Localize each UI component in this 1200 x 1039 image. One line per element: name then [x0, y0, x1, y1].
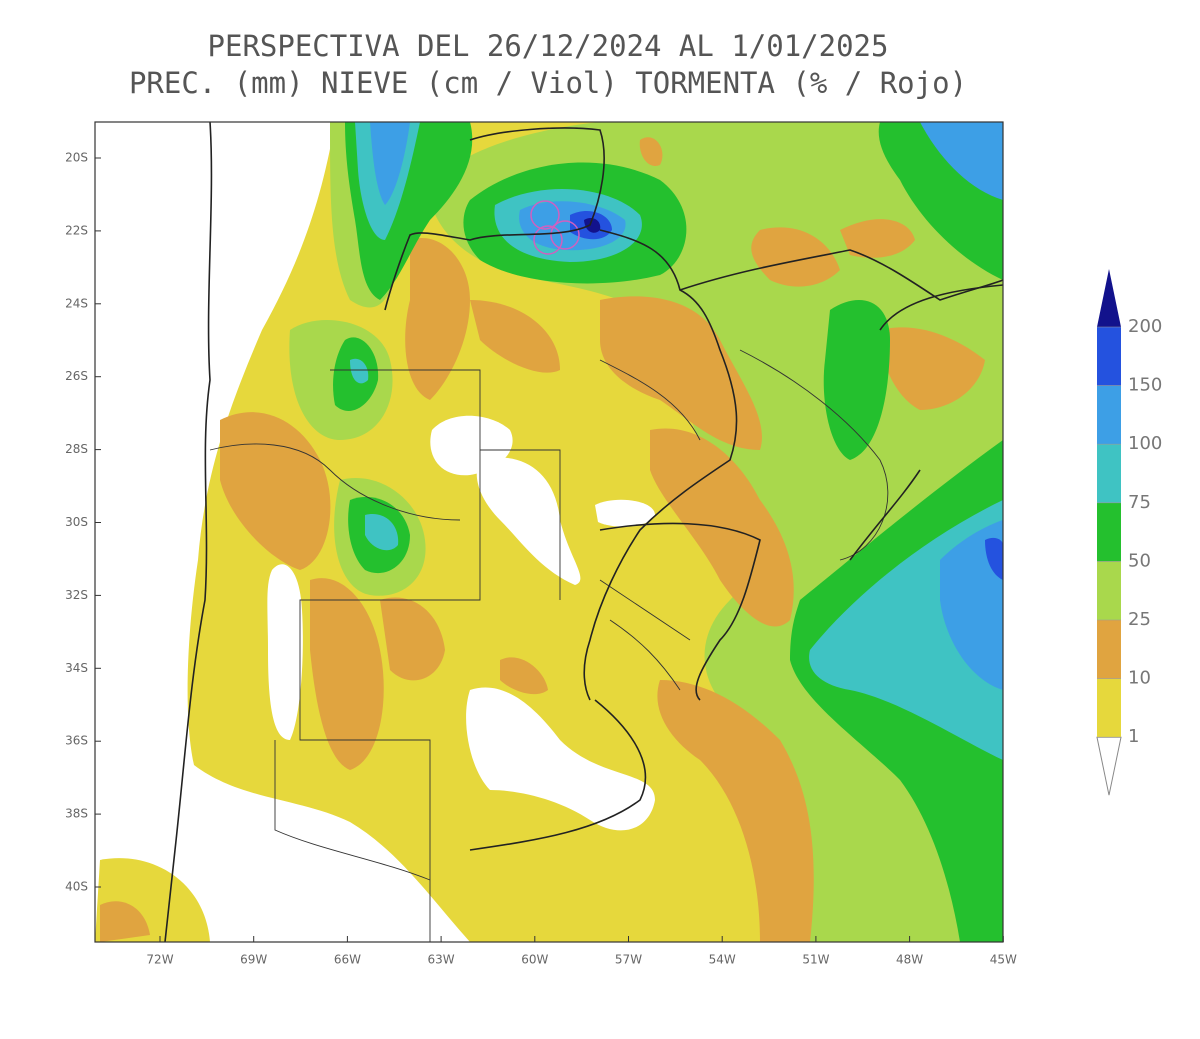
lat-label: 32S: [65, 588, 88, 602]
colorbar-label: 200: [1128, 316, 1162, 337]
country-border: [679, 249, 1003, 301]
lat-label: 40S: [65, 880, 88, 894]
colorbar-label: 75: [1128, 492, 1151, 513]
country-border: [469, 699, 647, 851]
precip-area: [470, 300, 560, 373]
lat-label: 34S: [65, 661, 88, 675]
province-border: [299, 369, 481, 942]
province-border: [209, 443, 461, 521]
colorbar-segment: [1097, 385, 1121, 445]
colorbar-segment: [1097, 620, 1121, 679]
province-border: [739, 349, 889, 561]
lat-label: 30S: [65, 515, 88, 529]
lon-label: 48W: [896, 953, 923, 967]
colorbar-segment: [1097, 327, 1121, 386]
precip-area: [880, 327, 985, 410]
lat-label: 26S: [65, 369, 88, 383]
title-line: PERSPECTIVA DEL 26/12/2024 AL 1/01/2025: [208, 29, 889, 63]
province-border: [599, 359, 701, 441]
precip-area: [370, 122, 410, 205]
precip-area: [584, 218, 601, 233]
colorbar-above: [1097, 269, 1121, 327]
lon-label: 63W: [428, 953, 455, 967]
map-area: [95, 122, 1003, 942]
country-border: [384, 127, 605, 311]
province-border: [599, 579, 691, 691]
colorbar-segment: [1097, 561, 1121, 620]
precip-area: [823, 300, 890, 460]
colorbar-below: [1096, 736, 1122, 796]
lat-label: 36S: [65, 734, 88, 748]
precip-area: [466, 687, 655, 831]
lat-label: 22S: [65, 223, 88, 237]
map-frame: [94, 121, 1004, 943]
lon-label: 60W: [521, 953, 548, 967]
precip-area: [365, 514, 399, 551]
precip-area: [940, 520, 1003, 690]
precip-area: [595, 499, 655, 527]
precip-area: [500, 657, 548, 695]
storm-marker: [530, 200, 560, 230]
country-border: [164, 122, 213, 942]
colorbar-segment: [1097, 502, 1121, 562]
colorbar-label: 100: [1128, 433, 1162, 454]
precip-area: [600, 296, 762, 450]
lon-label: 51W: [802, 953, 829, 967]
precip-area: [657, 680, 814, 942]
lon-label: 69W: [240, 953, 267, 967]
precip-area: [220, 412, 331, 570]
colorbar-label: 10: [1128, 668, 1151, 689]
lon-label: 57W: [615, 953, 642, 967]
lat-label: 38S: [65, 807, 88, 821]
precip-area: [95, 122, 470, 942]
colorbar-label: 50: [1128, 550, 1151, 571]
precip-area: [100, 901, 150, 942]
precip-area: [920, 122, 1003, 200]
province-border: [480, 449, 561, 600]
lon-label: 45W: [990, 953, 1017, 967]
lat-label: 24S: [65, 296, 88, 310]
colorbar-label: 1: [1128, 726, 1139, 747]
lon-label: 66W: [334, 953, 361, 967]
colorbar-label: 25: [1128, 609, 1151, 630]
precip-area: [405, 238, 470, 400]
country-border: [849, 284, 1003, 561]
lat-label: 20S: [65, 151, 88, 165]
precip-area: [985, 537, 1003, 580]
country-border: [599, 522, 761, 701]
province-border: [274, 740, 431, 881]
lon-label: 72W: [146, 953, 173, 967]
precip-area: [310, 578, 384, 770]
lat-label: 28S: [65, 442, 88, 456]
colorbar-segment: [1097, 678, 1121, 738]
colorbar-segment: [1097, 444, 1121, 503]
storm-marker: [550, 220, 580, 250]
colorbar-label: 150: [1128, 375, 1162, 396]
precip-area: [751, 227, 840, 287]
precip-area: [639, 137, 663, 166]
lon-label: 54W: [709, 953, 736, 967]
precip-area: [476, 457, 581, 585]
title-line: PREC. (mm) NIEVE (cm / Viol) TORMENTA (%…: [129, 66, 967, 100]
precip-area: [380, 597, 445, 681]
precip-area: [350, 358, 369, 384]
precip-area: [267, 564, 303, 740]
storm-marker: [533, 225, 563, 255]
precip-area: [840, 219, 915, 258]
